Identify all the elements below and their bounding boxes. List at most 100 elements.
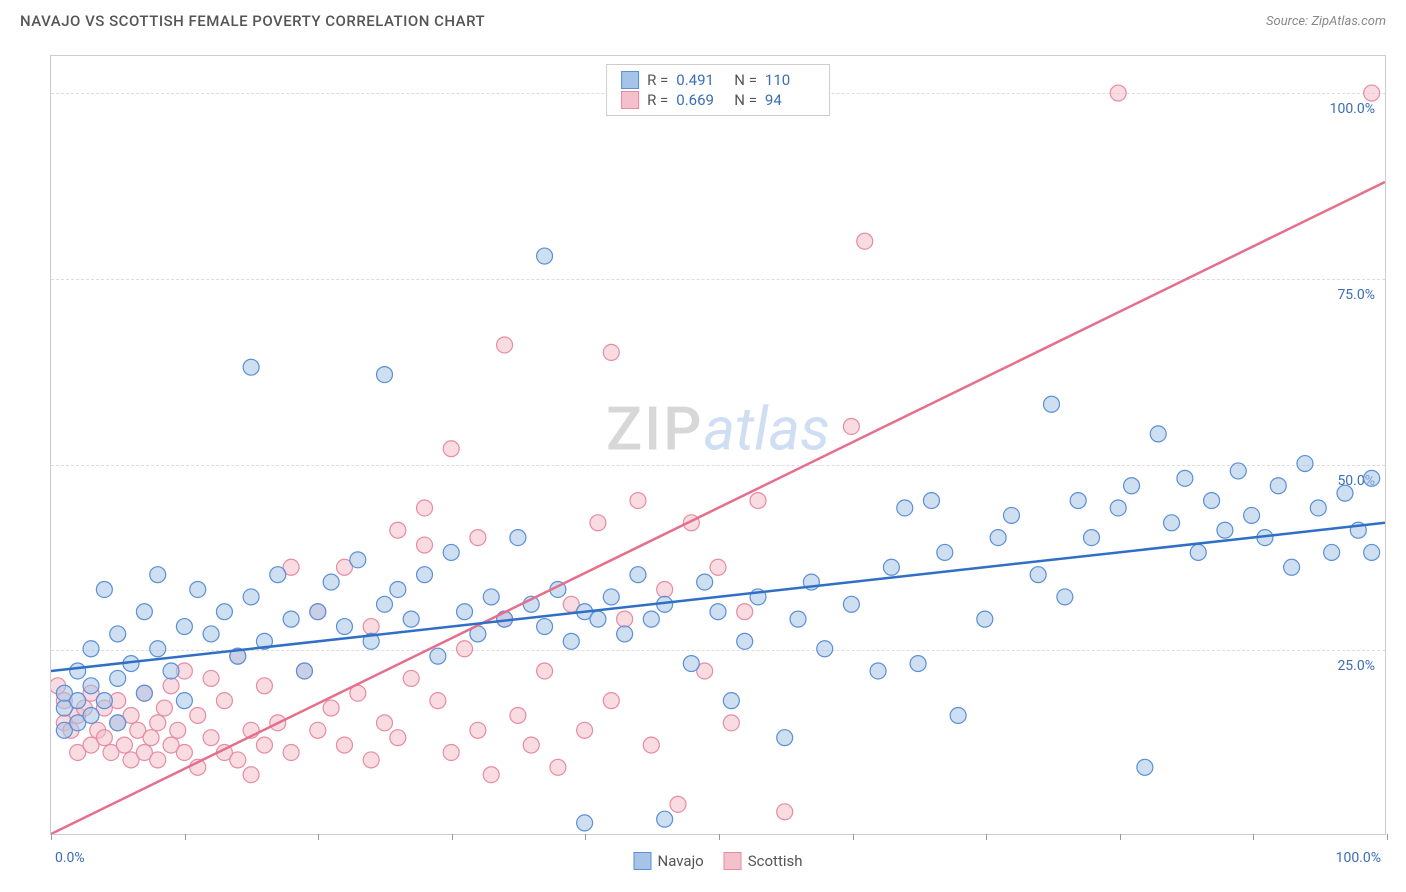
chart-header: NAVAJO VS SCOTTISH FEMALE POVERTY CORREL… xyxy=(0,0,1406,38)
data-point xyxy=(737,633,753,649)
data-point xyxy=(550,759,566,775)
data-point xyxy=(1190,544,1206,560)
data-point xyxy=(443,745,459,761)
data-point xyxy=(1110,500,1126,516)
xtick xyxy=(585,834,586,840)
data-point xyxy=(683,656,699,672)
data-point xyxy=(590,611,606,627)
data-point xyxy=(83,678,99,694)
r-value-navajo: 0.491 xyxy=(676,71,726,89)
data-point xyxy=(977,611,993,627)
data-point xyxy=(283,611,299,627)
data-point xyxy=(176,745,192,761)
r-value-scottish: 0.669 xyxy=(676,91,726,109)
data-point xyxy=(96,582,112,598)
data-point xyxy=(1204,493,1220,509)
xtick xyxy=(853,834,854,840)
data-point xyxy=(457,641,473,657)
data-point xyxy=(256,737,272,753)
data-point xyxy=(1217,522,1233,538)
data-point xyxy=(670,796,686,812)
data-point xyxy=(817,641,833,657)
data-point xyxy=(363,752,379,768)
x-axis-max: 100.0% xyxy=(1336,850,1381,866)
data-point xyxy=(243,359,259,375)
data-point xyxy=(1270,478,1286,494)
chart-title: NAVAJO VS SCOTTISH FEMALE POVERTY CORREL… xyxy=(20,12,485,30)
data-point xyxy=(70,693,86,709)
data-point xyxy=(723,715,739,731)
data-point xyxy=(790,611,806,627)
data-point xyxy=(857,233,873,249)
data-point xyxy=(163,678,179,694)
data-point xyxy=(83,641,99,657)
data-point xyxy=(510,530,526,546)
chart-area: ZIPatlas 25.0%50.0%75.0%100.0% R = 0.491… xyxy=(50,55,1386,835)
data-point xyxy=(923,493,939,509)
data-point xyxy=(110,670,126,686)
data-point xyxy=(737,604,753,620)
data-point xyxy=(630,493,646,509)
data-point xyxy=(843,418,859,434)
data-point xyxy=(390,730,406,746)
data-point xyxy=(417,537,433,553)
data-point xyxy=(1057,589,1073,605)
data-point xyxy=(156,700,172,716)
series-legend: Navajo Scottish xyxy=(634,852,803,870)
xtick xyxy=(1120,834,1121,840)
xtick xyxy=(185,834,186,840)
legend-row-navajo: R = 0.491 N = 110 xyxy=(621,70,815,90)
swatch-scottish xyxy=(621,91,639,109)
n-label: N = xyxy=(734,71,757,89)
trend-line xyxy=(51,182,1385,834)
legend-label-scottish: Scottish xyxy=(748,852,803,870)
xtick xyxy=(1387,834,1388,840)
legend-row-scottish: R = 0.669 N = 94 xyxy=(621,90,815,110)
data-point xyxy=(390,522,406,538)
data-point xyxy=(110,715,126,731)
data-point xyxy=(577,722,593,738)
data-point xyxy=(603,589,619,605)
legend-label-navajo: Navajo xyxy=(658,852,704,870)
data-point xyxy=(497,337,513,353)
data-point xyxy=(270,567,286,583)
xtick xyxy=(51,834,52,840)
data-point xyxy=(1337,485,1353,501)
data-point xyxy=(1297,456,1313,472)
data-point xyxy=(136,604,152,620)
data-point xyxy=(483,767,499,783)
data-point xyxy=(150,641,166,657)
data-point xyxy=(1230,463,1246,479)
data-point xyxy=(750,493,766,509)
xtick xyxy=(1253,834,1254,840)
xtick xyxy=(719,834,720,840)
data-point xyxy=(603,344,619,360)
data-point xyxy=(283,745,299,761)
data-point xyxy=(110,626,126,642)
xtick xyxy=(986,834,987,840)
data-point xyxy=(870,663,886,679)
data-point xyxy=(190,582,206,598)
data-point xyxy=(417,567,433,583)
data-point xyxy=(523,737,539,753)
data-point xyxy=(630,567,646,583)
data-point xyxy=(150,567,166,583)
source-label: Source: xyxy=(1266,14,1311,29)
legend-item-scottish: Scottish xyxy=(724,852,803,870)
data-point xyxy=(310,722,326,738)
data-point xyxy=(310,604,326,620)
data-point xyxy=(203,670,219,686)
data-point xyxy=(1003,507,1019,523)
data-point xyxy=(363,619,379,635)
data-point xyxy=(777,730,793,746)
data-point xyxy=(990,530,1006,546)
data-point xyxy=(176,619,192,635)
data-point xyxy=(1070,493,1086,509)
data-point xyxy=(537,663,553,679)
data-point xyxy=(937,544,953,560)
data-point xyxy=(697,574,713,590)
r-label: R = xyxy=(647,71,668,89)
data-point xyxy=(643,611,659,627)
n-value-scottish: 94 xyxy=(765,91,815,109)
data-point xyxy=(483,589,499,605)
